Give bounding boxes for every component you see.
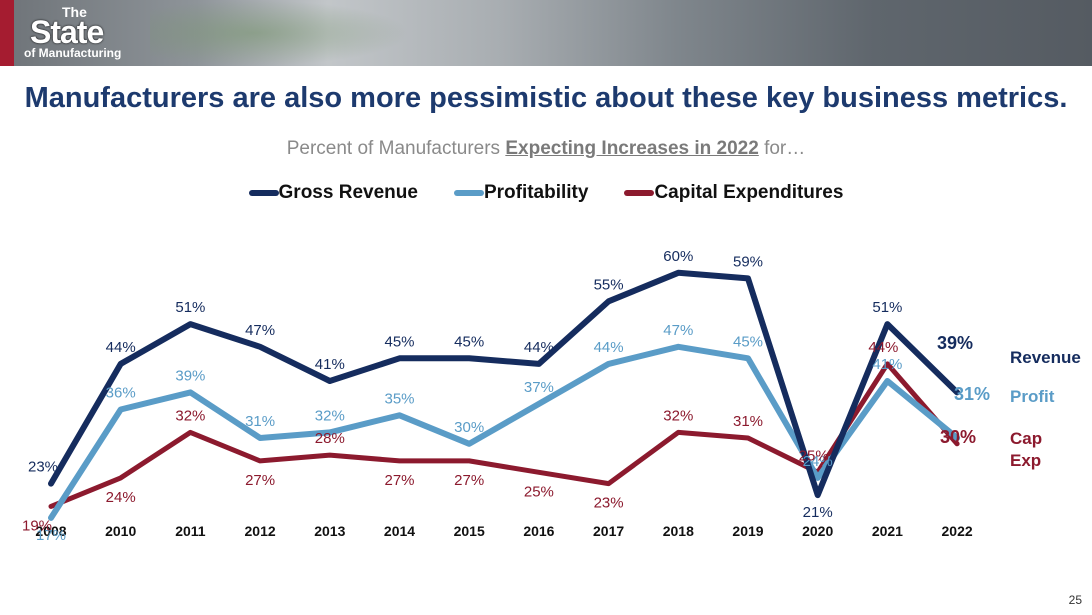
x-tick-label-2014: 2014 bbox=[384, 523, 415, 539]
x-tick-label-2011: 2011 bbox=[175, 523, 206, 539]
data-label-revenue-2008: 23% bbox=[28, 459, 58, 476]
data-label-profit-2011: 39% bbox=[175, 367, 205, 384]
data-label-profit-2022: 31% bbox=[954, 384, 990, 404]
legend-swatch-capex bbox=[624, 190, 655, 196]
data-label-revenue-2016: 44% bbox=[524, 339, 554, 356]
subtitle-before: Percent of Manufacturers bbox=[286, 138, 506, 159]
data-label-capex-2010: 24% bbox=[106, 489, 136, 506]
data-label-profit-2018: 47% bbox=[663, 322, 693, 339]
data-label-profit-2013: 32% bbox=[315, 407, 345, 424]
data-label-profit-2010: 36% bbox=[106, 385, 136, 402]
data-label-revenue-2021: 51% bbox=[872, 299, 902, 316]
state-of-manufacturing-logo: The State of Manufacturing bbox=[22, 4, 140, 62]
x-tick-label-2021: 2021 bbox=[872, 523, 903, 539]
x-tick-label-2016: 2016 bbox=[523, 523, 554, 539]
data-label-revenue-2011: 51% bbox=[175, 299, 205, 316]
data-label-capex-2018: 32% bbox=[663, 407, 693, 424]
side-label-revenue: Revenue bbox=[1010, 348, 1081, 367]
data-label-revenue-2022: 39% bbox=[937, 333, 973, 353]
legend-label-capex: Capital Expenditures bbox=[654, 182, 844, 203]
x-tick-label-2022: 2022 bbox=[942, 523, 973, 539]
banner-photo bbox=[150, 0, 410, 66]
data-label-capex-2022: 30% bbox=[940, 427, 976, 447]
data-label-profit-2014: 35% bbox=[384, 390, 414, 407]
data-label-revenue-2010: 44% bbox=[106, 339, 136, 356]
header-banner: The State of Manufacturing bbox=[0, 0, 1092, 66]
x-tick-label-2017: 2017 bbox=[593, 523, 624, 539]
data-label-profit-2008: 17% bbox=[36, 527, 66, 544]
data-label-profit-2021: 41% bbox=[872, 356, 902, 373]
chart-legend: Gross Revenue Profitability Capital Expe… bbox=[0, 182, 1092, 204]
data-label-profit-2016: 37% bbox=[524, 379, 554, 396]
x-tick-label-2010: 2010 bbox=[105, 523, 136, 539]
side-label-capex-line2: Exp bbox=[1010, 451, 1041, 470]
logo-accent-bar bbox=[0, 0, 14, 66]
data-label-capex-2021: 44% bbox=[868, 339, 898, 356]
data-label-capex-2015: 27% bbox=[454, 472, 484, 489]
side-label-profit: Profit bbox=[1010, 387, 1055, 406]
subtitle-after: for… bbox=[758, 138, 806, 159]
chart-subtitle: Percent of Manufacturers Expecting Incre… bbox=[0, 138, 1092, 160]
data-label-revenue-2012: 47% bbox=[245, 322, 275, 339]
x-tick-label-2012: 2012 bbox=[245, 523, 276, 539]
data-label-revenue-2018: 60% bbox=[663, 248, 693, 265]
legend-label-revenue: Gross Revenue bbox=[278, 182, 418, 203]
legend-swatch-profit bbox=[453, 190, 484, 196]
data-label-profit-2017: 44% bbox=[594, 339, 624, 356]
data-label-revenue-2020: 21% bbox=[803, 504, 833, 521]
page-number: 25 bbox=[1068, 593, 1082, 607]
data-label-capex-2014: 27% bbox=[384, 472, 414, 489]
logo-state: State bbox=[30, 14, 104, 50]
slide-title: Manufacturers are also more pessimistic … bbox=[24, 82, 1068, 114]
data-label-capex-2012: 27% bbox=[245, 472, 275, 489]
legend-swatch-revenue bbox=[248, 190, 279, 196]
legend-label-profit: Profitability bbox=[483, 182, 589, 203]
logo-the: The bbox=[62, 4, 87, 20]
side-label-capex: Cap bbox=[1010, 429, 1042, 448]
data-label-capex-2016: 25% bbox=[524, 483, 554, 500]
data-label-revenue-2014: 45% bbox=[384, 333, 414, 350]
data-label-revenue-2017: 55% bbox=[594, 276, 624, 293]
x-tick-label-2015: 2015 bbox=[454, 523, 485, 539]
data-label-capex-2020: 25% bbox=[799, 447, 829, 464]
data-label-capex-2013: 28% bbox=[315, 430, 345, 447]
data-label-revenue-2019: 59% bbox=[733, 253, 763, 270]
x-tick-label-2018: 2018 bbox=[663, 523, 694, 539]
data-label-capex-2019: 31% bbox=[733, 413, 763, 430]
data-label-profit-2015: 30% bbox=[454, 419, 484, 436]
x-tick-label-2008: 2008 bbox=[35, 523, 66, 539]
data-label-revenue-2015: 45% bbox=[454, 333, 484, 350]
legend-item-revenue: Gross Revenue bbox=[248, 182, 418, 204]
data-label-capex-2011: 32% bbox=[175, 407, 205, 424]
data-label-capex-2017: 23% bbox=[594, 495, 624, 512]
series-line-revenue bbox=[48, 269, 961, 499]
logo-of-manufacturing: of Manufacturing bbox=[24, 46, 122, 60]
data-label-revenue-2013: 41% bbox=[315, 356, 345, 373]
data-label-profit-2020: 24% bbox=[803, 453, 833, 470]
x-tick-label-2019: 2019 bbox=[732, 523, 763, 539]
data-label-profit-2019: 45% bbox=[733, 333, 763, 350]
data-label-capex-2008: 19% bbox=[22, 517, 52, 534]
legend-item-capex: Capital Expenditures bbox=[624, 182, 843, 204]
data-label-profit-2012: 31% bbox=[245, 413, 275, 430]
x-tick-label-2013: 2013 bbox=[314, 523, 345, 539]
legend-item-profit: Profitability bbox=[453, 182, 589, 204]
subtitle-emphasis: Expecting Increases in 2022 bbox=[505, 138, 759, 159]
x-tick-label-2020: 2020 bbox=[802, 523, 833, 539]
